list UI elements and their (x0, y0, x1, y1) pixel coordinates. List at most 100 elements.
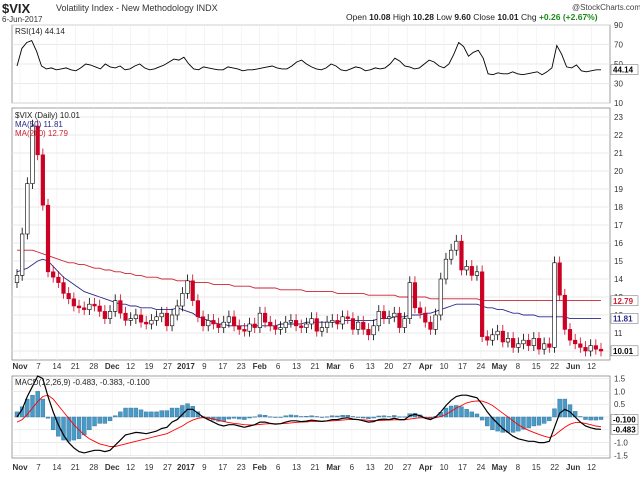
candle (593, 345, 598, 350)
x-tick-label: 17 (218, 362, 227, 371)
candle (107, 311, 113, 319)
macd-histogram-bar (149, 411, 154, 418)
candle (557, 262, 562, 296)
candle (500, 330, 505, 343)
candle (521, 339, 526, 345)
candle (490, 334, 495, 341)
macd-histogram-bar (593, 416, 599, 421)
macd-histogram-bar (175, 407, 180, 418)
instrument-name: Volatility Index - New Methodology INDX (56, 3, 218, 13)
candle (433, 314, 438, 330)
macd-histogram-bar (598, 416, 604, 420)
price-panel: 2322212019181716151413121110$VIX (Daily)… (11, 107, 639, 361)
macd-histogram-bar (25, 398, 30, 418)
candle (495, 330, 500, 336)
macd-histogram-bar (237, 416, 242, 420)
macd-histogram-bar (71, 416, 77, 441)
candle (505, 338, 511, 343)
macd-histogram-bar (314, 416, 319, 418)
x-tick-label: 10 (440, 362, 449, 371)
x-tick-label: Nov (12, 362, 28, 371)
macd-histogram-bar (469, 411, 474, 418)
chg-value: +0.26 (+2.67%) (538, 12, 598, 22)
candle (92, 303, 97, 307)
macd-histogram-bar (474, 413, 480, 418)
x-tick-label-bottom: 7 (36, 463, 41, 472)
candle (531, 338, 536, 346)
candle (547, 343, 552, 348)
candle (180, 293, 185, 307)
macd-histogram-bar (376, 415, 381, 418)
macd-histogram-bar (185, 403, 190, 418)
candle (480, 271, 485, 337)
price-tick-label: 17 (614, 221, 623, 230)
price-tick-label: 15 (614, 257, 623, 266)
macd-histogram-bar (221, 416, 226, 422)
candle (381, 311, 387, 319)
candle (526, 339, 531, 346)
x-tick-label-bottom: Dec (105, 463, 120, 472)
macd-histogram-bar (190, 406, 195, 418)
candle (324, 321, 330, 328)
candle (113, 300, 118, 312)
candle (61, 282, 66, 294)
candle (14, 275, 20, 283)
open-value: 10.08 (369, 12, 391, 22)
macd-histogram-bar (107, 416, 113, 422)
x-tick-label-bottom: 13 (292, 463, 301, 472)
high-value: 10.28 (412, 12, 434, 22)
x-tick-label: 12 (587, 362, 596, 371)
candle (299, 325, 304, 328)
macd-legend: MACD(12,26,9) -0.483, -0.383, -0.100 (15, 378, 150, 387)
macd-histogram-bar (392, 415, 397, 418)
macd-histogram-bar (309, 415, 314, 418)
candle (97, 305, 102, 312)
candle (454, 240, 459, 251)
macd-histogram-bar (510, 416, 516, 433)
macd-histogram-bar (252, 416, 257, 418)
candle (392, 312, 397, 318)
candle (257, 312, 263, 328)
ma50-legend: MA(50) 11.81 (15, 120, 63, 129)
macd-histogram-bar (335, 415, 340, 418)
candle (262, 312, 268, 323)
macd-tick-label: -1.5 (614, 451, 628, 460)
macd-histogram-bar (257, 414, 263, 418)
candle (169, 314, 175, 327)
macd-histogram-bar (268, 416, 273, 418)
candle (361, 321, 366, 330)
macd-histogram-bar (330, 415, 335, 418)
candle (464, 266, 469, 271)
macd-histogram-bar (443, 407, 449, 418)
macd-histogram-bar (340, 415, 345, 418)
x-tick-label-bottom: Apr (419, 463, 433, 472)
x-tick-label-bottom: 28 (89, 463, 98, 472)
macd-histogram-bar (386, 416, 392, 418)
macd-histogram-bar (588, 416, 593, 421)
candle (397, 312, 402, 328)
x-tick-label: 9 (202, 362, 207, 371)
candle (252, 323, 257, 328)
candle (221, 321, 226, 328)
candle (268, 321, 273, 327)
macd-histogram-bar (304, 416, 309, 418)
x-tick-label-bottom: Nov (12, 463, 28, 472)
instrument-full-name: Volatility Index - New Methodology (56, 3, 194, 13)
x-tick-label-bottom: 15 (532, 463, 541, 472)
candle (402, 318, 407, 328)
candle (567, 329, 573, 341)
candle (118, 300, 123, 314)
x-tick-label: 24 (476, 362, 485, 371)
macd-histogram-bar (159, 410, 164, 418)
candle (56, 276, 61, 283)
macd-histogram-bar (547, 416, 552, 422)
x-tick-label-bottom: 24 (476, 463, 485, 472)
macd-histogram-bar (464, 409, 469, 418)
candle (128, 318, 133, 321)
x-tick-label-bottom: 17 (458, 463, 467, 472)
macd-histogram-bar (81, 416, 87, 436)
x-tick-label-bottom: 27 (163, 463, 172, 472)
candle (330, 320, 335, 323)
candle (20, 233, 25, 276)
candle (598, 348, 604, 352)
